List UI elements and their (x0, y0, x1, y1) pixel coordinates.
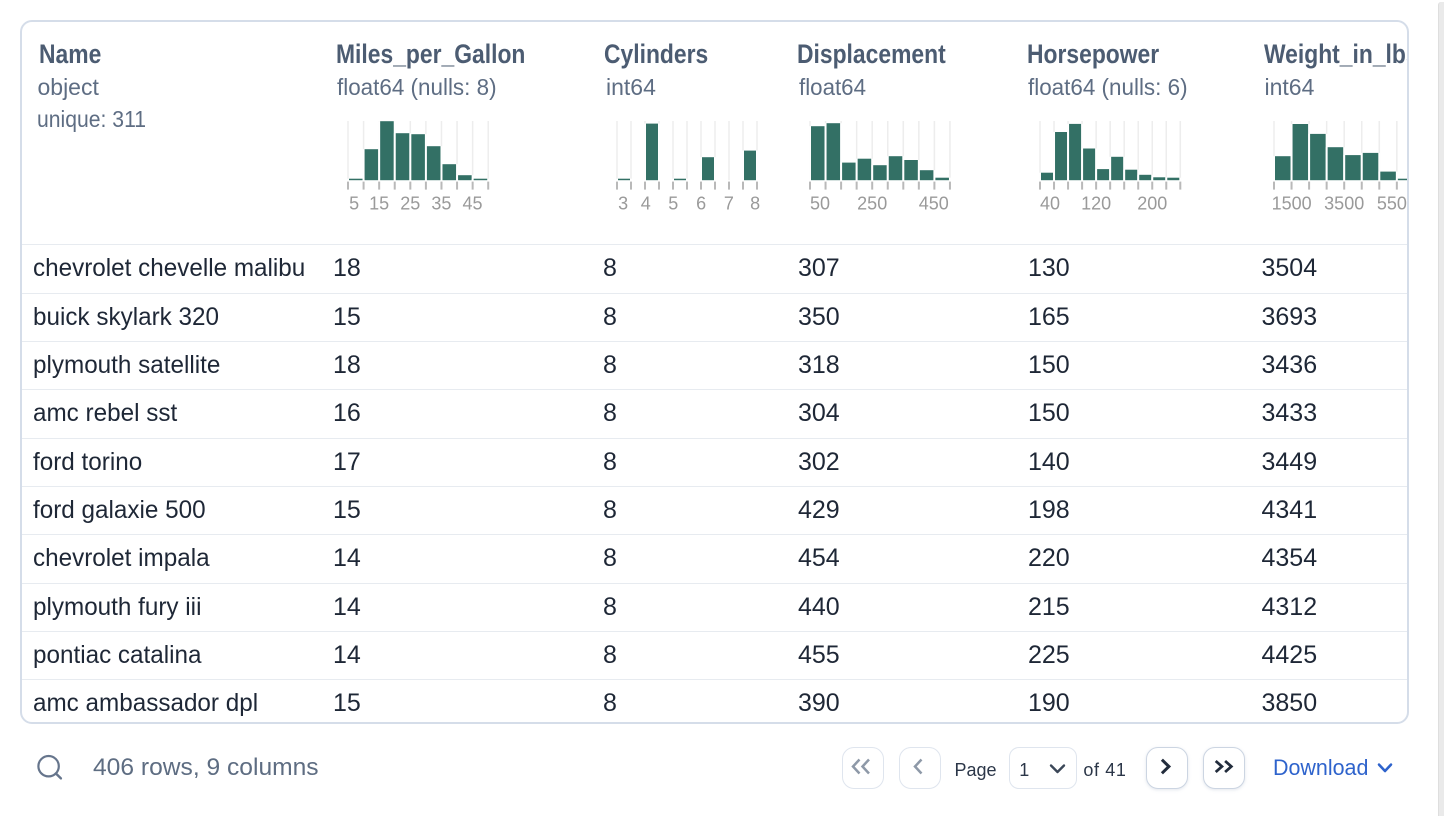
svg-text:3: 3 (618, 194, 628, 213)
svg-text:250: 250 (857, 194, 887, 213)
svg-text:5: 5 (669, 194, 679, 213)
svg-text:200: 200 (1137, 194, 1167, 213)
svg-text:6: 6 (696, 194, 706, 213)
svg-text:4: 4 (641, 194, 651, 213)
svg-text:35: 35 (432, 194, 452, 213)
svg-text:5: 5 (349, 194, 359, 213)
svg-text:45: 45 (463, 194, 483, 213)
svg-text:120: 120 (1081, 194, 1111, 213)
svg-text:50: 50 (810, 194, 830, 213)
svg-text:15: 15 (369, 194, 389, 213)
svg-text:25: 25 (401, 194, 421, 213)
svg-text:7: 7 (724, 194, 734, 213)
svg-text:450: 450 (919, 194, 949, 213)
svg-text:40: 40 (1040, 194, 1060, 213)
svg-text:8: 8 (750, 194, 760, 213)
svg-text:1500: 1500 (1272, 194, 1312, 213)
svg-text:3500: 3500 (1325, 194, 1365, 213)
svg-text:5500: 5500 (1377, 194, 1409, 213)
